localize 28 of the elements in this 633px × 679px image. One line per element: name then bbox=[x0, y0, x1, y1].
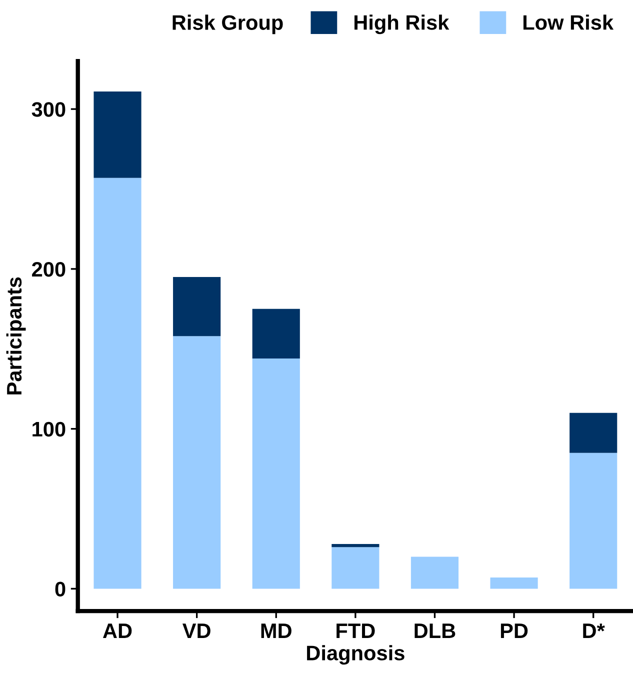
bar bbox=[252, 308, 300, 358]
legend-title: Risk Group bbox=[172, 14, 283, 34]
y-tick-label: 0 bbox=[55, 582, 66, 596]
y-axis-title: Participants bbox=[6, 277, 26, 394]
bar bbox=[252, 358, 300, 589]
legend-label: High Risk bbox=[354, 14, 450, 34]
x-tick-label: DLB bbox=[414, 624, 456, 638]
legend-label: Low Risk bbox=[523, 14, 614, 30]
bar bbox=[332, 547, 380, 589]
bar bbox=[332, 544, 380, 548]
x-tick-label: PD bbox=[500, 624, 528, 638]
bar bbox=[570, 412, 618, 453]
bar bbox=[570, 452, 618, 589]
bar bbox=[410, 556, 459, 589]
bar bbox=[173, 276, 221, 336]
x-axis-title: Diagnosis bbox=[307, 645, 404, 665]
x-tick-label: D* bbox=[583, 624, 605, 638]
bar bbox=[490, 578, 538, 589]
x-tick-label: MD bbox=[261, 624, 292, 638]
x-tick-label: VD bbox=[182, 624, 210, 638]
bar bbox=[94, 178, 142, 589]
bar bbox=[173, 336, 221, 589]
x-tick-label: AD bbox=[102, 624, 132, 638]
y-tick-label: 100 bbox=[32, 422, 66, 437]
x-tick-label: FTD bbox=[336, 624, 375, 638]
bar bbox=[94, 91, 142, 178]
y-tick-label: 300 bbox=[32, 102, 66, 117]
y-tick-label: 200 bbox=[32, 262, 66, 277]
